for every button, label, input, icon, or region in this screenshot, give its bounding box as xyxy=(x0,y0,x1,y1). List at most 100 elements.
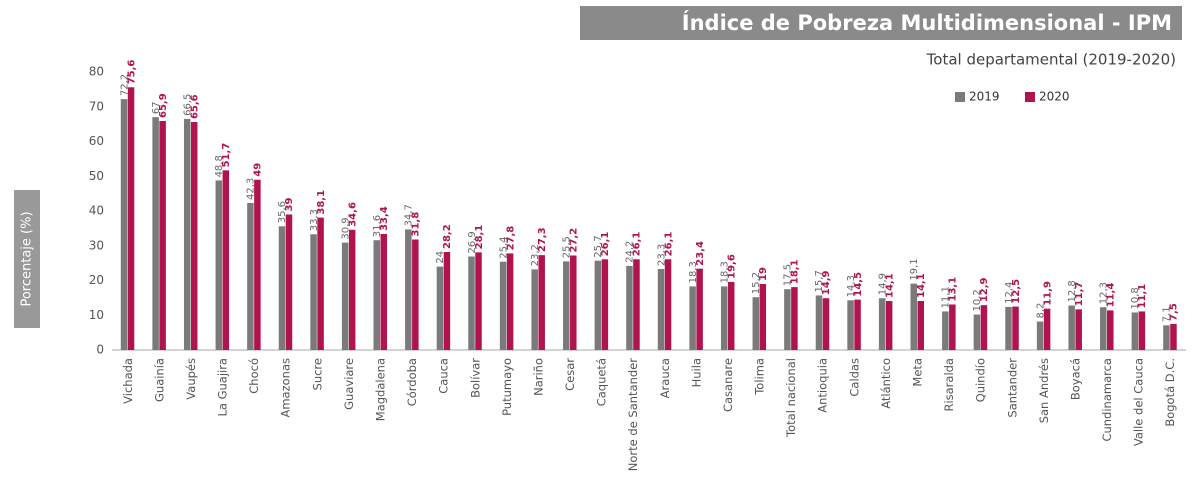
legend-swatch xyxy=(955,92,965,102)
y-label-box xyxy=(14,190,40,328)
x-tick-label: Bolívar xyxy=(468,358,482,398)
value-label: 10,2 xyxy=(972,289,983,311)
bar xyxy=(183,118,191,350)
value-label: 33,4 xyxy=(379,206,390,231)
bar xyxy=(664,259,672,350)
bar xyxy=(626,265,633,350)
bar xyxy=(499,261,507,350)
bar xyxy=(1131,312,1139,350)
bar xyxy=(531,269,538,350)
value-label: 15,2 xyxy=(751,272,762,294)
y-tick-label: 40 xyxy=(89,204,104,218)
value-label: 27,8 xyxy=(505,226,516,251)
x-tick-label: Atlántico xyxy=(879,358,893,409)
x-tick-label: Total nacional xyxy=(784,358,798,438)
bar xyxy=(159,120,166,350)
value-label: 65,9 xyxy=(158,93,169,118)
x-tick-label: Huila xyxy=(689,358,703,387)
value-label: 65,6 xyxy=(189,94,200,119)
bar xyxy=(215,180,223,350)
value-label: 48,8 xyxy=(214,155,225,177)
bar xyxy=(1036,321,1044,350)
x-tick-label: Tolima xyxy=(753,358,767,396)
value-label: 12,8 xyxy=(1067,280,1078,302)
value-label: 18,3 xyxy=(688,261,699,283)
bar xyxy=(759,283,767,350)
value-label: 49 xyxy=(253,163,264,177)
value-label: 15,7 xyxy=(814,270,825,292)
chart-subtitle: Total departamental (2019-2020) xyxy=(926,51,1176,69)
x-tick-label: Cauca xyxy=(437,358,451,394)
value-label: 12,9 xyxy=(979,277,990,302)
value-label: 11,4 xyxy=(1106,283,1117,308)
bar xyxy=(475,252,482,350)
x-tick-label: San Andrés xyxy=(1037,358,1051,423)
bar xyxy=(570,255,577,350)
x-tick-label: Vichada xyxy=(121,358,135,404)
value-label: 23,4 xyxy=(695,241,706,266)
y-tick-label: 30 xyxy=(89,238,104,252)
value-label: 23,2 xyxy=(530,244,541,266)
chart-title: Índice de Pobreza Multidimensional - IPM xyxy=(682,10,1172,35)
value-label: 75,6 xyxy=(126,60,137,85)
value-label: 18,3 xyxy=(719,261,730,283)
bar xyxy=(285,214,293,350)
value-label: 18,1 xyxy=(790,259,801,284)
bar xyxy=(506,253,514,350)
bar xyxy=(720,286,728,350)
bar xyxy=(910,283,917,350)
bar xyxy=(436,266,444,350)
x-tick-label: Quindío xyxy=(974,358,988,402)
value-label: 14,1 xyxy=(884,273,895,298)
value-label: 24,2 xyxy=(625,241,636,263)
bar xyxy=(538,255,545,350)
bar xyxy=(152,117,159,350)
bar xyxy=(696,268,703,350)
y-tick-label: 60 xyxy=(89,134,104,148)
bar xyxy=(822,298,830,350)
value-label: 14,9 xyxy=(821,271,832,296)
x-tick-label: Caldas xyxy=(847,358,861,397)
legend-label: 2020 xyxy=(1039,90,1070,104)
bar xyxy=(380,233,387,350)
legend-label: 2019 xyxy=(969,90,1000,104)
value-label: 23,3 xyxy=(656,244,667,266)
bar xyxy=(1075,309,1082,350)
y-tick-label: 80 xyxy=(89,65,104,79)
bar xyxy=(727,281,735,350)
bar xyxy=(1163,325,1170,350)
value-label: 34,7 xyxy=(404,204,415,226)
value-label: 25,4 xyxy=(498,236,509,258)
value-label: 8,2 xyxy=(1035,303,1046,319)
x-tick-label: Arauca xyxy=(658,358,672,398)
bar xyxy=(1043,308,1051,350)
y-tick-label: 50 xyxy=(89,169,104,183)
bar xyxy=(791,287,798,350)
x-tick-label: Chocó xyxy=(247,358,261,394)
value-label: 19,1 xyxy=(909,258,920,280)
value-label: 14,5 xyxy=(853,272,864,297)
bar xyxy=(689,286,696,350)
bar xyxy=(222,170,230,350)
bar xyxy=(120,99,128,350)
x-tick-label: Amazonas xyxy=(279,358,293,418)
value-label: 39 xyxy=(284,198,295,212)
bar xyxy=(247,203,254,350)
value-label: 14,1 xyxy=(916,273,927,298)
bar xyxy=(405,229,412,350)
bar xyxy=(1170,323,1177,350)
x-tick-label: Casanare xyxy=(721,358,735,412)
bar xyxy=(1012,306,1019,350)
bar xyxy=(594,260,602,350)
x-tick-label: Sucre xyxy=(310,358,324,390)
value-label: 14,3 xyxy=(846,275,857,297)
value-label: 38,1 xyxy=(316,190,327,215)
x-tick-label: Guaviare xyxy=(342,358,356,410)
value-label: 26,9 xyxy=(467,231,478,253)
x-tick-label: Cundinamarca xyxy=(1100,358,1114,442)
bar xyxy=(348,229,356,350)
x-tick-label: Cesar xyxy=(563,358,577,391)
bar xyxy=(317,217,324,350)
x-tick-label: Boyacá xyxy=(1068,358,1082,400)
